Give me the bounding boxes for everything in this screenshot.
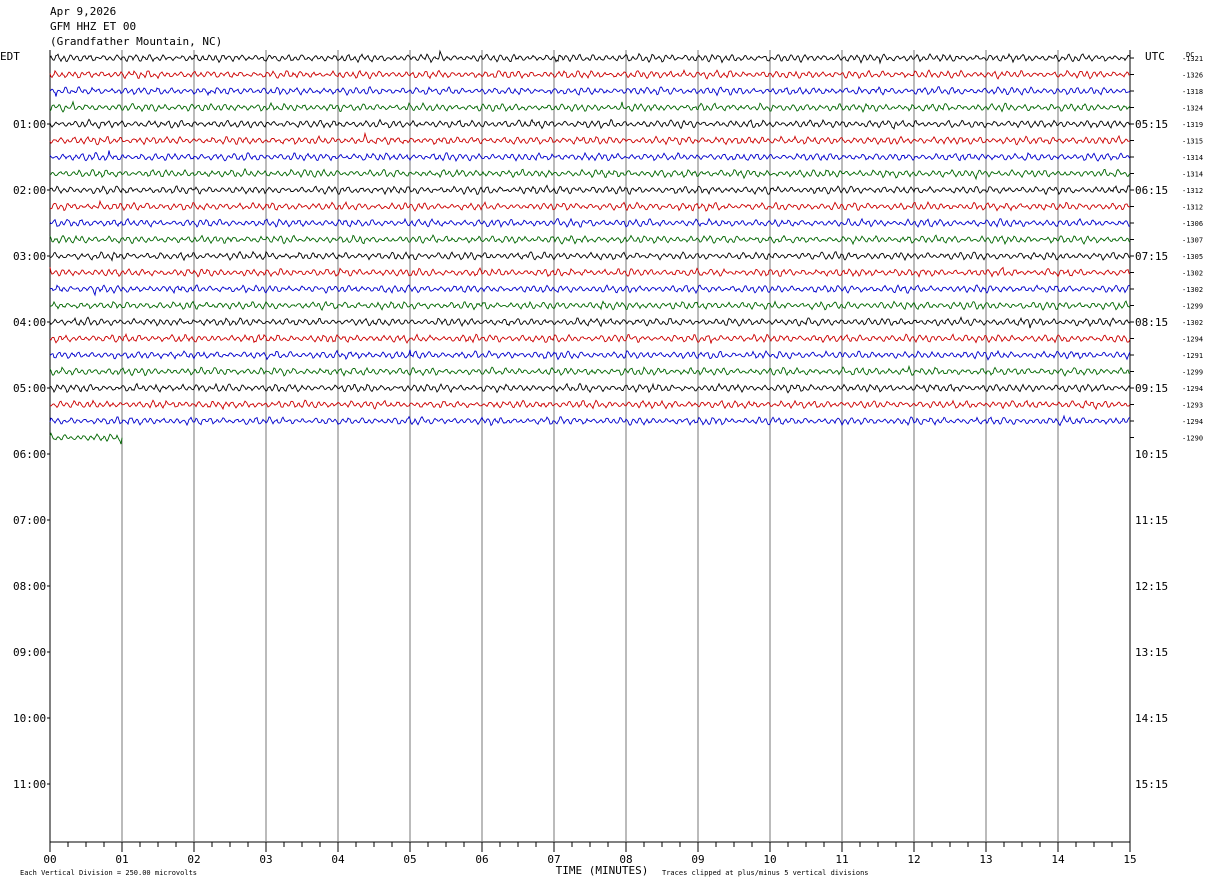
left-timezone-label: EDT: [0, 50, 20, 63]
header-date: Apr 9,2026: [50, 5, 117, 18]
header-location: (Grandfather Mountain, NC): [50, 35, 223, 48]
seismic-trace: [49, 333, 1131, 344]
left-hour-label: 01:00: [13, 118, 46, 131]
scale-note: Each Vertical Division = 250.00 microvol…: [20, 869, 197, 877]
seismic-trace: [49, 250, 1131, 262]
dc-offset-label: -1319: [1182, 121, 1203, 129]
dc-offset-label: -1291: [1182, 352, 1203, 360]
labels: 00 01 02 03 04 05 06 07 08 09 10 11 12 13 14 15 01:00 02:…: [13, 55, 1203, 866]
right-hour-label: 10:15: [1135, 448, 1168, 461]
x-tick-label: 04: [331, 853, 345, 866]
dc-offset-label: -1312: [1182, 204, 1203, 212]
header-station: GFM HHZ ET 00: [50, 20, 137, 33]
x-tick-label: 09: [691, 853, 704, 866]
right-hour-label: 06:15: [1135, 184, 1168, 197]
x-tick-label: 01: [115, 853, 128, 866]
x-tick-label: 10: [763, 853, 776, 866]
x-tick-label: 12: [907, 853, 920, 866]
dc-offset-label: -1305: [1182, 253, 1203, 261]
dc-offset-label: -1302: [1182, 270, 1203, 278]
seismic-trace: [49, 217, 1131, 228]
dc-label: DC: [1186, 51, 1194, 59]
x-tick-label: 03: [259, 853, 272, 866]
left-hour-label: 04:00: [13, 316, 46, 329]
left-hour-label: 10:00: [13, 712, 46, 725]
clip-note: Traces clipped at plus/minus 5 vertical …: [662, 869, 869, 877]
dc-offset-label: -1314: [1182, 171, 1203, 179]
seismic-trace: [49, 68, 1131, 80]
dc-offset-label: -1302: [1182, 286, 1203, 294]
dc-offset-label: -1294: [1182, 418, 1203, 426]
seismic-trace: [49, 184, 1131, 196]
dc-offset-label: -1294: [1182, 336, 1203, 344]
dc-offset-label: -1315: [1182, 138, 1203, 146]
dc-offset-label: -1312: [1182, 187, 1203, 195]
dc-offset-label: -1294: [1182, 385, 1203, 393]
dc-offset-label: -1299: [1182, 303, 1203, 311]
seismic-trace: [49, 234, 1131, 246]
right-hour-label: 13:15: [1135, 646, 1168, 659]
seismic-trace: [49, 284, 1131, 297]
dc-offset-label: -1324: [1182, 105, 1203, 113]
seismic-trace: [49, 150, 1131, 162]
dc-offset-label: -1306: [1182, 220, 1203, 228]
dc-offset-label: -1290: [1182, 435, 1203, 443]
seismic-trace: [49, 349, 1131, 361]
left-hour-label: 08:00: [13, 580, 46, 593]
dc-offset-label: -1299: [1182, 369, 1203, 377]
seismic-trace: [49, 167, 1131, 181]
seismic-trace: [49, 316, 1131, 329]
left-hour-label: 09:00: [13, 646, 46, 659]
dc-offset-label: -1293: [1182, 402, 1203, 410]
seismic-trace: [49, 118, 1131, 130]
x-tick-label: 13: [979, 853, 992, 866]
right-hour-label: 11:15: [1135, 514, 1168, 527]
seismic-trace: [49, 266, 1131, 278]
left-hour-label: 05:00: [13, 382, 46, 395]
left-hour-label: 07:00: [13, 514, 46, 527]
dc-offset-label: -1302: [1182, 319, 1203, 327]
x-tick-label: 00: [43, 853, 56, 866]
grid: [47, 50, 1134, 852]
x-tick-label: 15: [1123, 853, 1136, 866]
right-hour-label: 12:15: [1135, 580, 1168, 593]
left-hour-label: 11:00: [13, 778, 46, 791]
right-hour-label: 15:15: [1135, 778, 1168, 791]
dc-offset-label: -1321: [1182, 55, 1203, 63]
right-hour-label: 07:15: [1135, 250, 1168, 263]
left-hour-label: 02:00: [13, 184, 46, 197]
x-tick-label: 08: [619, 853, 632, 866]
traces: [49, 49, 1131, 445]
seismic-trace: [49, 100, 1131, 114]
seismic-trace: [49, 199, 1130, 212]
dc-offset-label: -1307: [1182, 237, 1203, 245]
right-hour-label: 08:15: [1135, 316, 1168, 329]
seismic-trace: [49, 414, 1131, 427]
left-hour-label: 03:00: [13, 250, 46, 263]
seismic-trace: [49, 49, 1131, 65]
dc-offset-label: -1314: [1182, 154, 1203, 162]
seismic-trace: [49, 131, 1131, 146]
x-tick-label: 02: [187, 853, 200, 866]
x-axis-label: TIME (MINUTES): [556, 864, 649, 877]
seismic-trace: [49, 382, 1131, 394]
seismic-trace: [49, 364, 1131, 377]
seismic-trace: [49, 300, 1131, 312]
right-timezone-label: UTC: [1145, 50, 1165, 63]
dc-offset-label: -1318: [1182, 88, 1203, 96]
x-tick-label: 06: [475, 853, 488, 866]
x-tick-label: 07: [547, 853, 560, 866]
right-hour-label: 09:15: [1135, 382, 1168, 395]
seismic-trace: [49, 85, 1131, 97]
left-hour-label: 06:00: [13, 448, 46, 461]
seismic-trace: [49, 432, 123, 445]
x-tick-label: 14: [1051, 853, 1065, 866]
x-tick-label: 05: [403, 853, 416, 866]
x-tick-label: 11: [835, 853, 848, 866]
right-hour-label: 14:15: [1135, 712, 1168, 725]
seismic-trace: [49, 399, 1131, 411]
right-hour-label: 05:15: [1135, 118, 1168, 131]
dc-offset-label: -1326: [1182, 72, 1203, 80]
